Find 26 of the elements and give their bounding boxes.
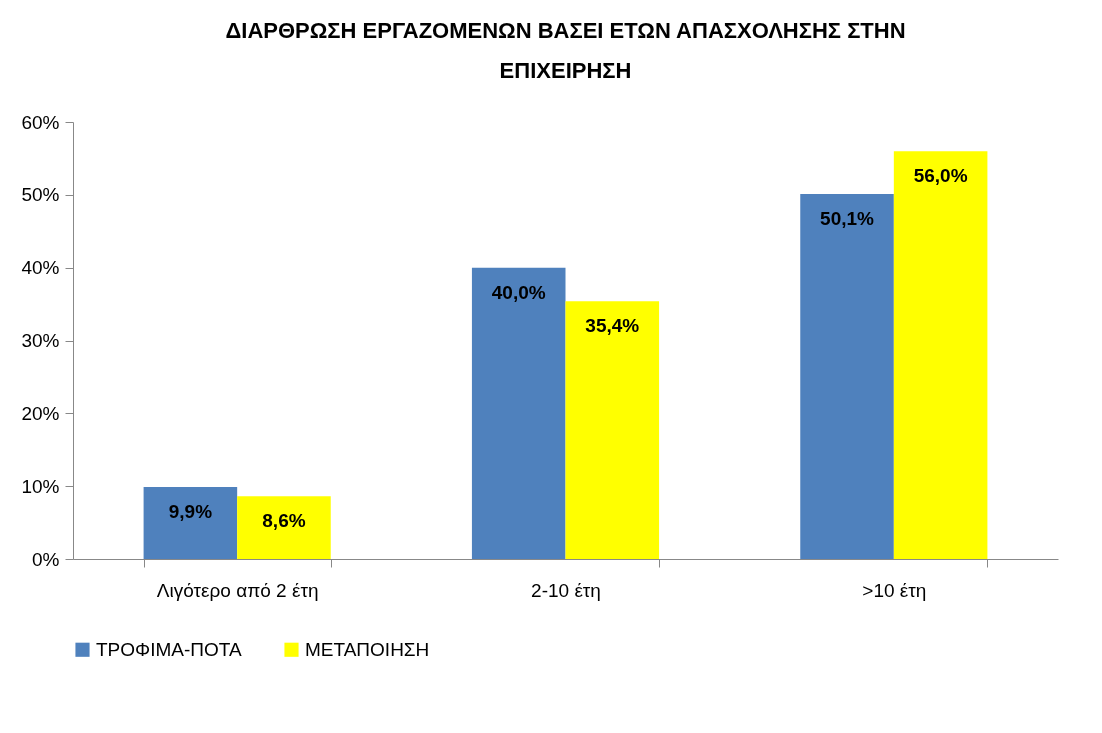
bar xyxy=(143,486,238,559)
x-tick-label: 2-10 έτη xyxy=(531,579,601,601)
y-tick-label: 30% xyxy=(21,330,60,351)
data-label: 35,4% xyxy=(585,315,640,337)
legend-label: ΜΕΤΑΠΟΙΗΣΗ xyxy=(305,638,430,660)
bar xyxy=(471,267,566,559)
y-tick-label: 10% xyxy=(21,475,60,497)
data-label: 50,1% xyxy=(820,208,875,230)
y-tick-label: 60% xyxy=(21,111,60,133)
legend-label: ΤΡΟΦΙΜΑ-ΠΟΤΑ xyxy=(96,638,243,660)
text: ΔΙΑΡΘΡΩΣΗ ΕΡΓΑΖΟΜΕΝΩΝ ΒΑΣΕΙ ΕΤΩΝ ΑΠΑΣΧΟΛΗΣΗΣ ΣΤΗΝ xyxy=(225,18,906,43)
y-tick-label: 50% xyxy=(21,184,60,206)
x-tick-label: Λιγότερο από 2 έτη xyxy=(156,579,319,601)
data-label: 8,6% xyxy=(262,510,306,532)
y-tick-label: 20% xyxy=(21,402,60,424)
y-tick-label: 0% xyxy=(32,548,60,570)
bar xyxy=(565,301,660,559)
data-label: 40,0% xyxy=(491,281,546,303)
data-label: 56,0% xyxy=(913,165,968,187)
bar xyxy=(237,496,331,559)
text: ΕΠΙΧΕΙΡΗΣΗ xyxy=(499,58,632,83)
y-tick-label: 40% xyxy=(21,257,60,279)
bar xyxy=(800,194,894,559)
data-label: 9,9% xyxy=(168,500,213,522)
bar xyxy=(893,151,988,559)
x-tick-label: >10 έτη xyxy=(862,579,927,601)
